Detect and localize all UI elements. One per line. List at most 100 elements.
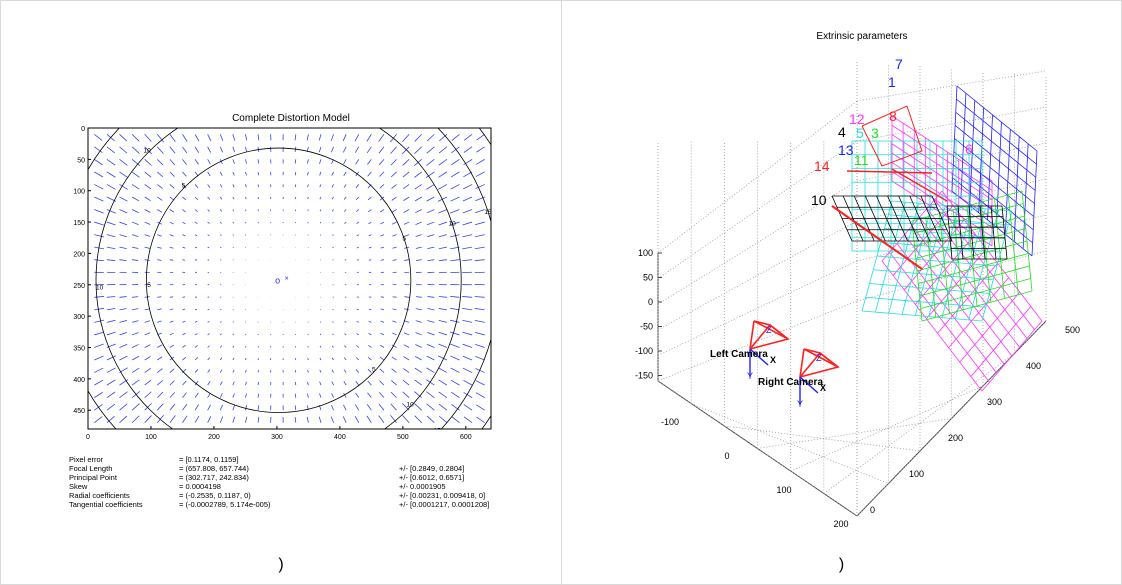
distortion-arrow xyxy=(331,369,334,373)
plane-grid-line xyxy=(861,310,983,322)
distortion-arrow xyxy=(378,159,385,166)
distortion-arrow xyxy=(207,196,211,200)
grid-line xyxy=(657,180,858,305)
distortion-model-chart: Complete Distortion Model 5 5 5 5 10 10 10 10 15… xyxy=(73,113,552,441)
distortion-arrow xyxy=(219,196,223,200)
x-tick-label: 600 xyxy=(460,434,472,441)
distortion-contour xyxy=(478,128,491,429)
distortion-arrow xyxy=(449,331,460,336)
plane-grid-line xyxy=(891,134,993,200)
distortion-contour xyxy=(145,147,412,413)
contour-label: 25 xyxy=(544,190,552,197)
parameter-value: = (-0.2535, 0.1187, 0) xyxy=(179,491,251,500)
distortion-arrow xyxy=(474,246,485,250)
distortion-arrow xyxy=(462,234,473,238)
distortion-arrow xyxy=(232,393,235,398)
distortion-arrow xyxy=(414,391,422,398)
distortion-arrow xyxy=(182,308,186,311)
distortion-arrow xyxy=(306,159,309,164)
grid-line xyxy=(856,320,1047,517)
distortion-arrow xyxy=(307,184,309,188)
distortion-arrow xyxy=(414,379,422,386)
distortion-arrow xyxy=(144,184,152,190)
distortion-arrow xyxy=(450,259,460,262)
distortion-arrow xyxy=(402,379,410,386)
distortion-arrow xyxy=(449,234,460,238)
z-tick-label: -100 xyxy=(635,346,653,356)
distortion-arrow xyxy=(368,308,372,311)
plane-grid-line xyxy=(957,205,964,260)
distortion-arrow xyxy=(219,416,224,423)
distortion-arrow xyxy=(106,184,116,190)
distortion-arrow xyxy=(392,320,397,323)
distortion-arrow xyxy=(232,184,235,188)
z-tick-label: -150 xyxy=(635,371,653,381)
distortion-arrow xyxy=(356,345,360,348)
distortion-arrow xyxy=(414,367,422,373)
distortion-arrow xyxy=(207,246,210,249)
distortion-arrow xyxy=(414,196,422,202)
parameter-value: = 0.0004198 xyxy=(179,482,221,491)
distortion-arrow xyxy=(169,296,174,298)
distortion-arrow xyxy=(257,370,259,373)
parameter-value: = (-0.0002789, 5.174e-005) xyxy=(179,500,271,509)
distortion-arrow xyxy=(318,134,322,141)
distortion-arrow xyxy=(439,415,448,424)
distortion-arrow xyxy=(415,209,422,214)
calibration-plane-edge xyxy=(831,205,923,270)
plane-grid-line xyxy=(891,180,993,247)
plane-grid-line xyxy=(954,138,1035,204)
distortion-arrow xyxy=(392,246,397,249)
distortion-arrow xyxy=(474,234,485,238)
distortion-arrow xyxy=(144,246,150,249)
plane-grid-line xyxy=(956,85,1038,152)
contour-label: 5 xyxy=(402,236,406,243)
distortion-arrow xyxy=(319,159,322,164)
distortion-arrow xyxy=(426,133,435,142)
distortion-arrow xyxy=(194,333,198,336)
camera-frustum-edge xyxy=(803,348,839,368)
y-tick-label: 350 xyxy=(73,345,85,352)
distortion-arrow xyxy=(219,321,222,323)
distortion-arrow xyxy=(232,357,235,361)
distortion-arrow xyxy=(144,209,151,213)
distortion-arrow xyxy=(378,392,385,398)
distortion-arrow xyxy=(404,308,410,311)
distortion-arrow xyxy=(294,381,297,386)
plane-grid-line xyxy=(954,125,1036,191)
distortion-arrow xyxy=(207,416,212,423)
camera-x-label: X xyxy=(820,383,826,393)
distortion-arrow xyxy=(182,404,188,411)
distortion-arrow xyxy=(356,320,359,323)
distortion-arrow xyxy=(450,209,460,214)
distortion-arrow xyxy=(450,296,460,298)
distortion-arrow xyxy=(182,380,187,386)
distortion-arrow xyxy=(368,209,372,213)
x-tick-label: 500 xyxy=(397,434,409,441)
distortion-arrow xyxy=(307,357,309,361)
distortion-arrow xyxy=(463,416,473,424)
distortion-arrow xyxy=(245,234,247,236)
distortion-arrow xyxy=(207,221,210,224)
distortion-arrow xyxy=(392,308,397,311)
y-tick-label: 300 xyxy=(987,397,1002,407)
camera-y-label: Y xyxy=(747,371,753,381)
distortion-arrow xyxy=(403,356,410,361)
distortion-arrow xyxy=(414,146,423,154)
distortion-arrow xyxy=(157,259,162,261)
distortion-arrow xyxy=(404,296,410,298)
distortion-arrow xyxy=(106,391,116,398)
distortion-arrow xyxy=(450,159,460,166)
distortion-arrow xyxy=(144,332,151,336)
plane-grid-line xyxy=(920,278,1031,309)
distortion-arrow xyxy=(425,171,435,178)
y-tick-label: 100 xyxy=(73,189,85,196)
distortion-arrow xyxy=(194,221,198,225)
distortion-arrow xyxy=(330,134,334,141)
parameter-row: Radial coefficients = (-0.2535, 0.1187, … xyxy=(69,491,529,500)
distortion-arrow xyxy=(131,184,140,190)
distortion-arrow xyxy=(368,259,372,261)
plane-label: 14 xyxy=(814,158,830,174)
distortion-arrow xyxy=(450,343,460,348)
distortion-arrow xyxy=(144,415,152,424)
